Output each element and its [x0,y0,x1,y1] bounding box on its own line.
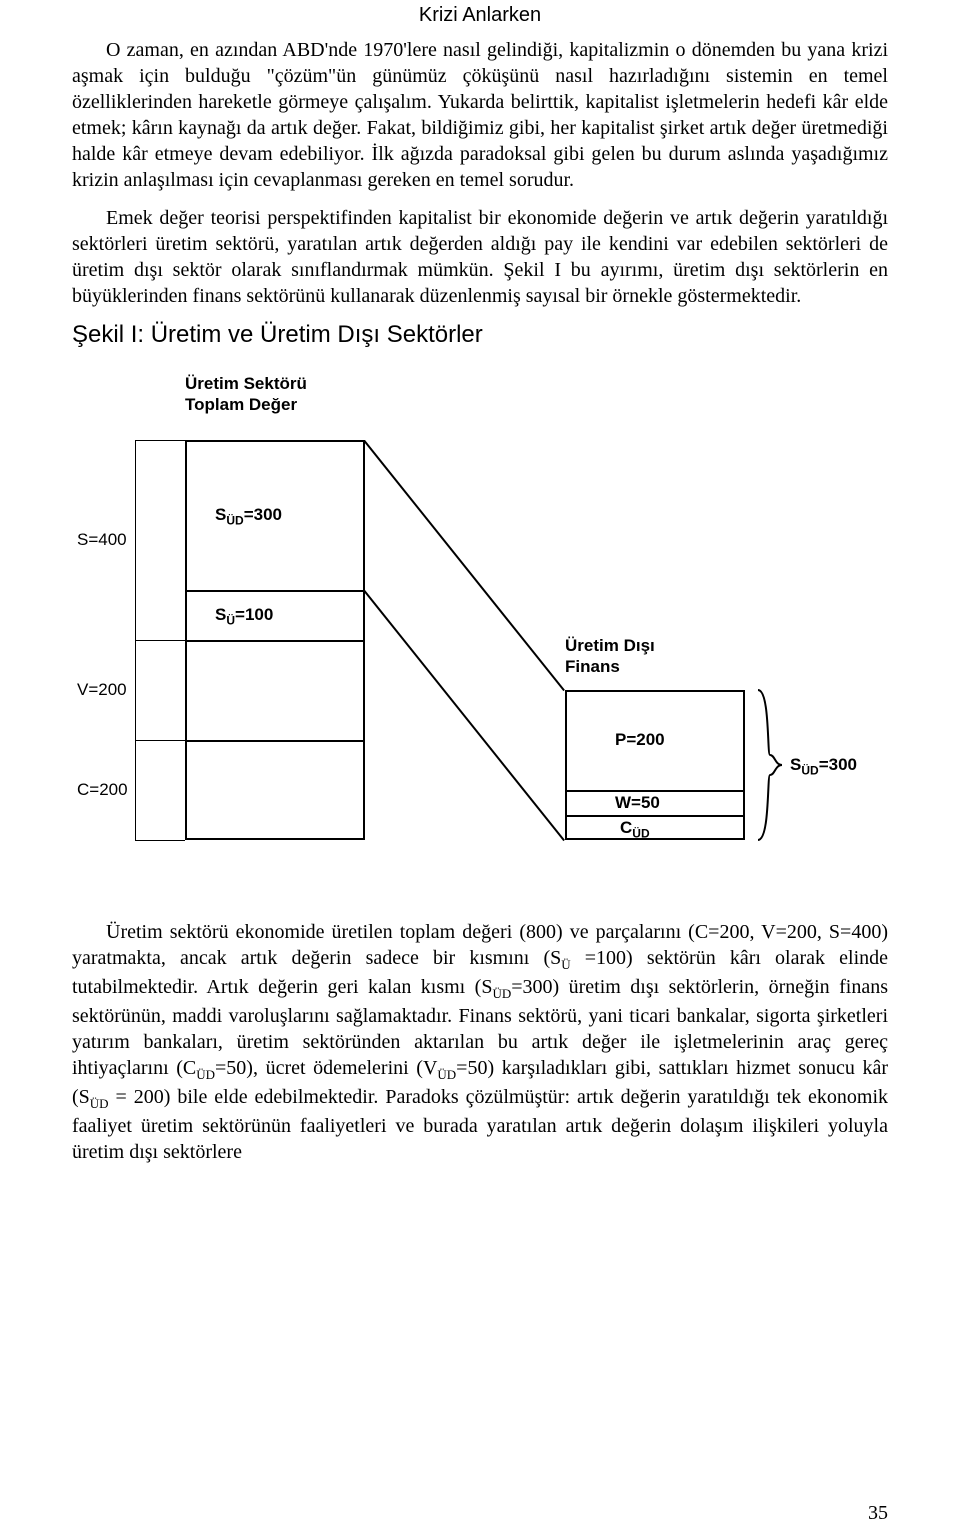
diagram: Üretim SektörüToplam Değer Üretim DışıFin… [75,365,885,895]
right-cell-w: W=50 [615,793,660,813]
right-bar [565,690,745,840]
axis-tick-1 [135,640,185,641]
brace-label: SÜD=300 [790,755,857,777]
page-number: 35 [868,1502,888,1525]
figure-title: Şekil I: Üretim ve Üretim Dışı Sektörler [72,321,888,349]
left-column-title: Üretim SektörüToplam Değer [185,373,307,416]
connector-bottom [363,590,565,841]
header-title: Krizi Anlarken [419,4,541,26]
axis-label-v: V=200 [77,680,127,700]
connector-top [363,440,565,691]
right-cell-cud: CÜD [620,818,650,840]
brace-icon [755,687,785,843]
left-bar-div-1 [185,640,365,642]
left-cell-su: SÜ=100 [215,605,273,627]
axis-tick-0 [135,440,185,441]
page-header: Krizi Anlarken [72,0,888,37]
paragraph-1-text: O zaman, en azından ABD'nde 1970'lere na… [72,39,888,191]
left-bar-div-2 [185,740,365,742]
left-bar-div-0 [185,590,365,592]
paragraph-1: O zaman, en azından ABD'nde 1970'lere na… [72,37,888,193]
diagram-container: Üretim SektörüToplam Değer Üretim DışıFin… [72,365,888,895]
right-column-title: Üretim DışıFinans [565,635,655,678]
paragraph-3: Üretim sektörü ekonomide üretilen toplam… [72,919,888,1165]
left-cell-sud: SÜD=300 [215,505,282,527]
paragraph-2: Emek değer teorisi perspektifinden kapit… [72,205,888,309]
axis-tick-3 [135,840,185,841]
right-cell-p: P=200 [615,730,665,750]
axis-tick-2 [135,740,185,741]
axis-label-c: C=200 [77,780,128,800]
right-bar-div-1 [565,815,745,817]
axis-label-s: S=400 [77,530,127,550]
paragraph-3-text: Üretim sektörü ekonomide üretilen toplam… [72,921,888,1163]
paragraph-2-text: Emek değer teorisi perspektifinden kapit… [72,207,888,307]
